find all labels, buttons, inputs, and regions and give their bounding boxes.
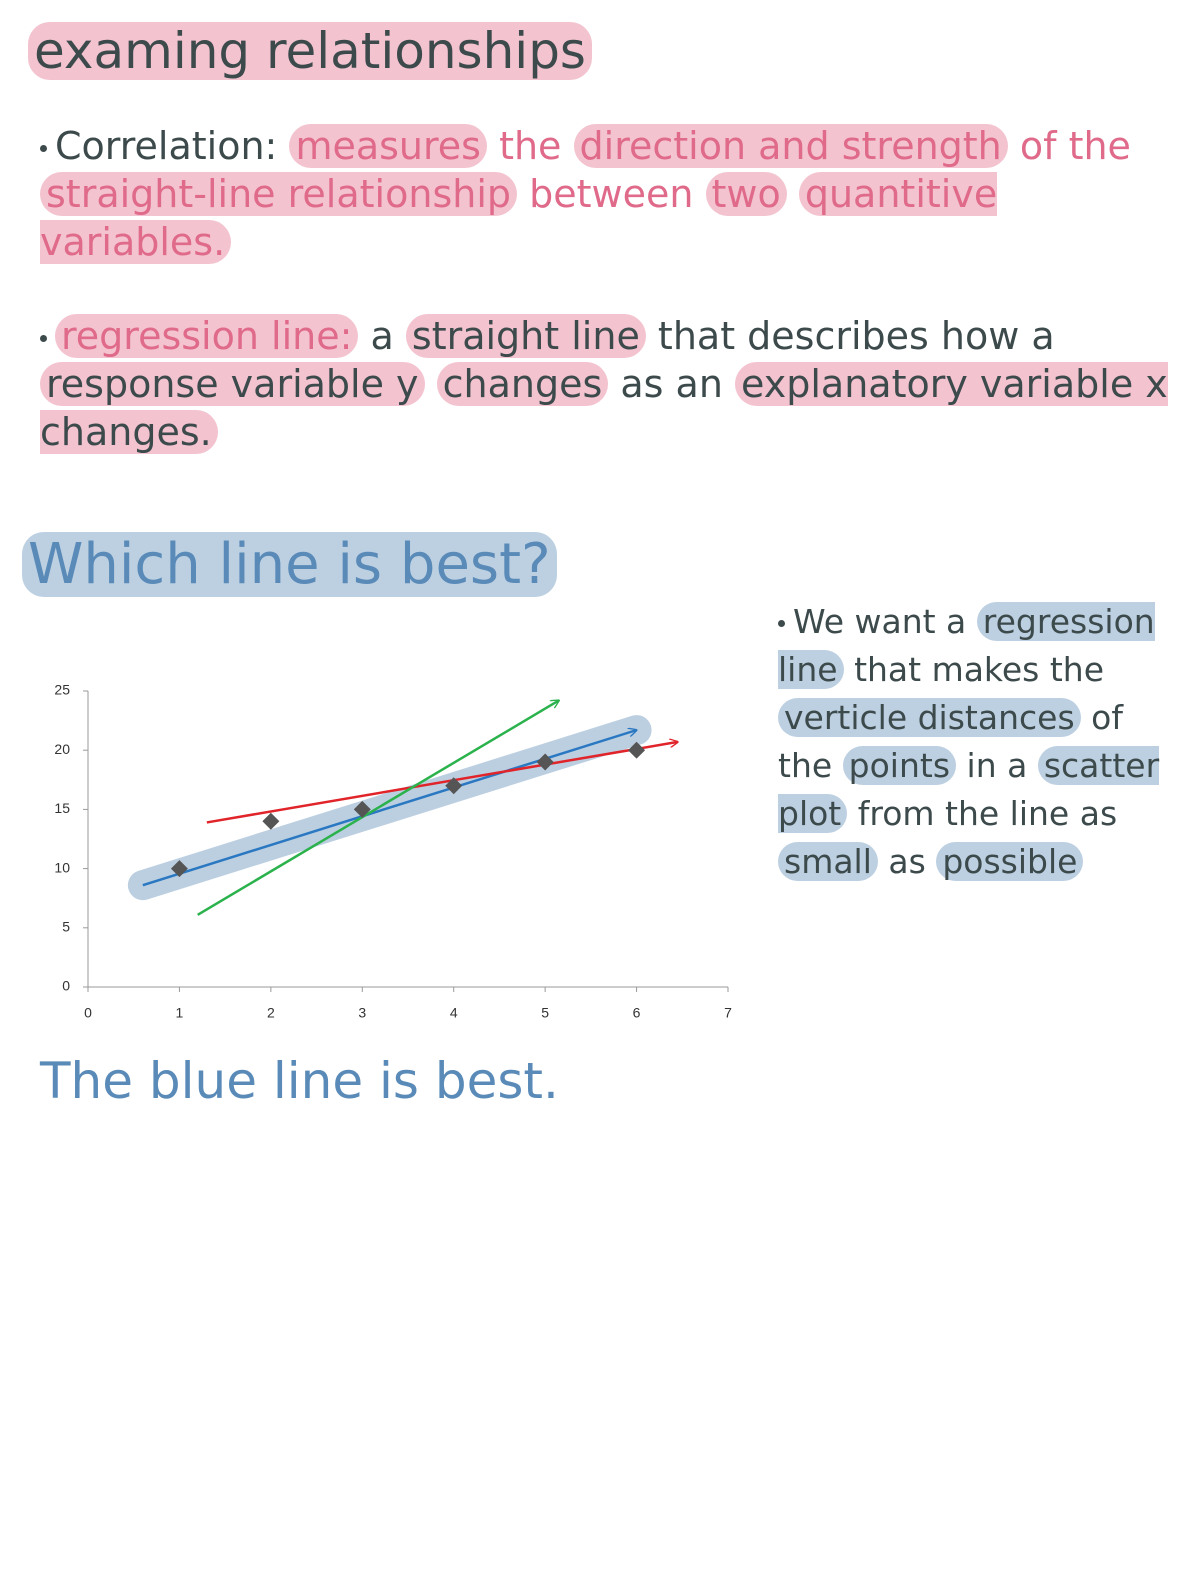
note-part: We want a <box>793 602 967 641</box>
note-part: verticle distances <box>778 698 1081 737</box>
x-tick-label: 2 <box>267 1005 275 1021</box>
note-part: points <box>842 746 957 785</box>
y-tick-label: 25 <box>54 682 70 698</box>
definition-part: between <box>529 172 694 216</box>
heading-text: Which line is best? <box>22 532 557 597</box>
y-tick-label: 0 <box>62 978 70 994</box>
conclusion: The blue line is best. <box>40 1052 559 1110</box>
x-tick-label: 1 <box>176 1005 184 1021</box>
title-text: examing relationships <box>28 22 592 80</box>
correlation-note: Correlation: measures the direction and … <box>40 122 1180 266</box>
data-point <box>262 812 280 830</box>
definition-part: response variable y <box>40 362 425 406</box>
term: regression line: <box>55 314 359 358</box>
definition-part: that describes how a <box>657 314 1055 358</box>
note-part: in a <box>966 746 1028 785</box>
note-part: that makes the <box>854 650 1105 689</box>
side-note: We want a regression line that makes the… <box>778 598 1178 886</box>
regression-note: regression line: a straight line that de… <box>40 312 1180 456</box>
definition-part: direction and strength <box>573 124 1008 168</box>
definition-part: as an <box>620 362 723 406</box>
scatter-chart: 0 5 10 15 20 25 0 1 2 3 4 5 6 7 <box>54 682 732 1021</box>
page-title: examing relationships <box>28 22 592 80</box>
note-part: as <box>888 842 926 881</box>
x-tick-label: 3 <box>358 1005 366 1021</box>
data-point <box>353 800 371 818</box>
definition-part: the <box>499 124 562 168</box>
section-heading: Which line is best? <box>22 532 557 597</box>
bullet <box>778 620 785 627</box>
x-tick-label: 6 <box>633 1005 641 1021</box>
x-tick-label: 0 <box>84 1005 92 1021</box>
definition-part: of the <box>1019 124 1131 168</box>
note-part: possible <box>936 842 1084 881</box>
definition-part: measures <box>289 124 487 168</box>
bullet <box>40 145 47 152</box>
x-tick-label: 5 <box>541 1005 549 1021</box>
y-tick-label: 15 <box>54 800 70 816</box>
data-point <box>628 741 646 759</box>
bullet <box>40 335 47 342</box>
note-part: from the line as <box>857 794 1118 833</box>
definition-part: changes <box>436 362 609 406</box>
x-tick-label: 7 <box>724 1005 732 1021</box>
fit-line <box>142 730 637 887</box>
y-tick-label: 20 <box>54 741 70 757</box>
note-part: of the <box>778 698 1123 785</box>
definition-part: straight line <box>405 314 646 358</box>
x-tick-label: 4 <box>450 1005 458 1021</box>
note-part: small <box>778 842 878 881</box>
fit-line <box>206 742 678 824</box>
y-tick-label: 10 <box>54 859 70 875</box>
y-tick-label: 5 <box>62 919 70 935</box>
fit-line <box>197 700 559 916</box>
data-point <box>170 860 188 878</box>
definition-part: straight-line relationship <box>40 172 517 216</box>
definition-part: two <box>705 172 787 216</box>
data-point <box>536 753 554 771</box>
definition-part: a <box>370 314 394 358</box>
term: Correlation: <box>55 124 278 168</box>
